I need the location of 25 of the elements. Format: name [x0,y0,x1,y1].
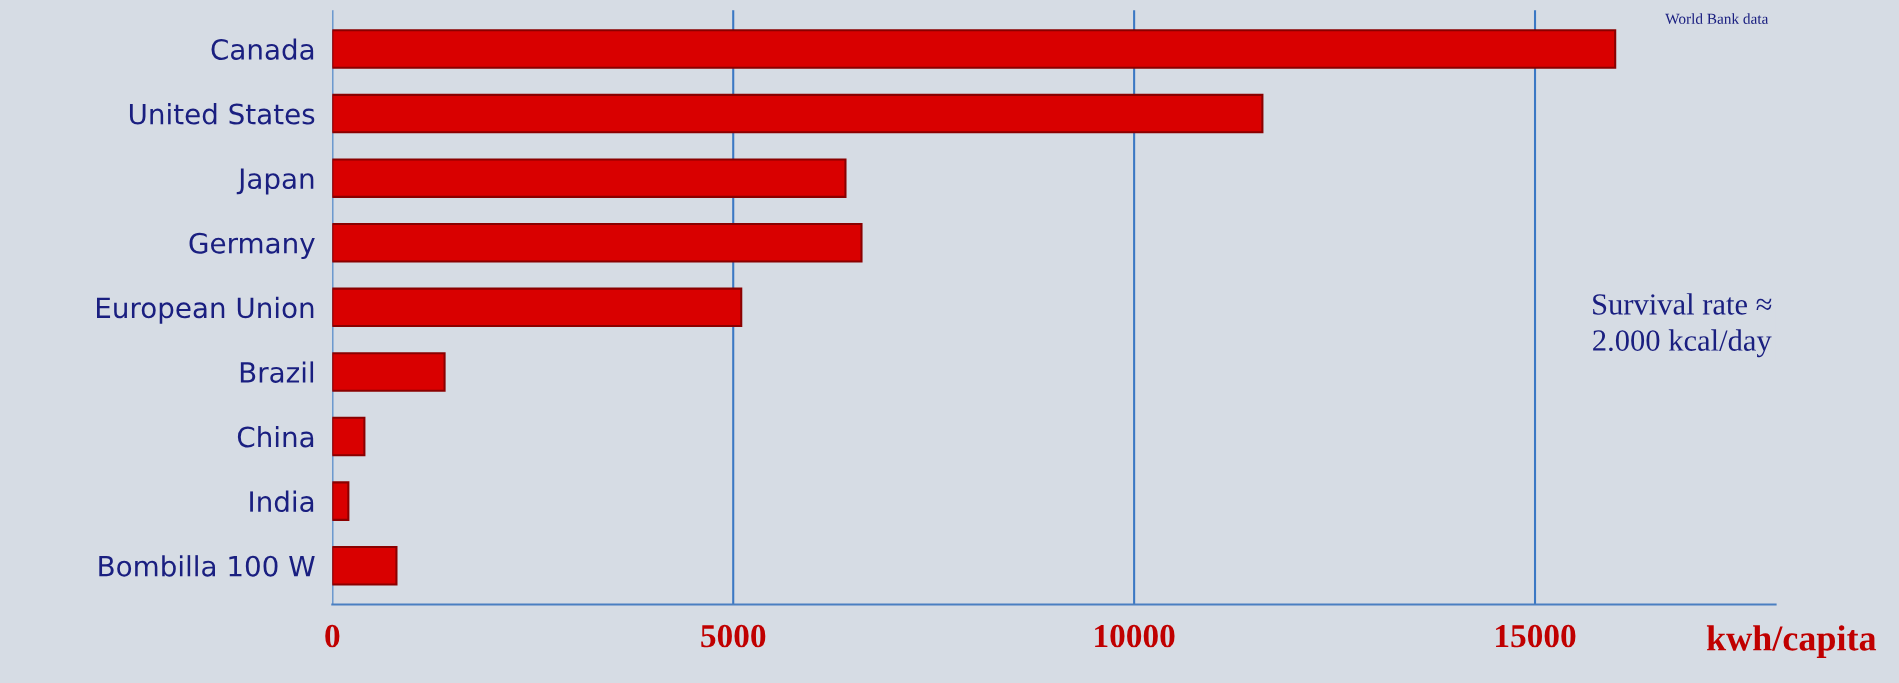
x-tick-label: 0 [325,624,340,648]
y-tick-label: Japan [236,168,314,195]
bar [332,29,1617,69]
bar [332,416,366,457]
y-tick-label: India [250,490,314,513]
annotation: World Bank data [1665,13,1769,25]
bar [332,545,398,586]
bar [332,222,863,263]
bar [332,481,350,521]
y-tick-label: Canada [211,38,314,60]
annotation: Survival rate ≈ 2.000 kcal/day [1593,293,1772,358]
y-tick-label: European Union [97,296,314,324]
x-axis-title: kwh/capita [1706,625,1877,658]
x-tick-label: 10000 [1095,624,1175,648]
y-tick-label: Bombilla 100 W [99,555,315,577]
bar [332,158,847,198]
y-tick-label: Germany [189,232,315,260]
y-tick-label: China [237,425,314,448]
x-tick-label: 15000 [1496,624,1576,648]
y-tick-label: United States [129,103,315,125]
bar [332,352,446,392]
y-tick-label: Brazil [240,361,314,383]
bar [332,287,743,328]
x-tick-label: 5000 [701,624,766,648]
bar [332,93,1264,134]
